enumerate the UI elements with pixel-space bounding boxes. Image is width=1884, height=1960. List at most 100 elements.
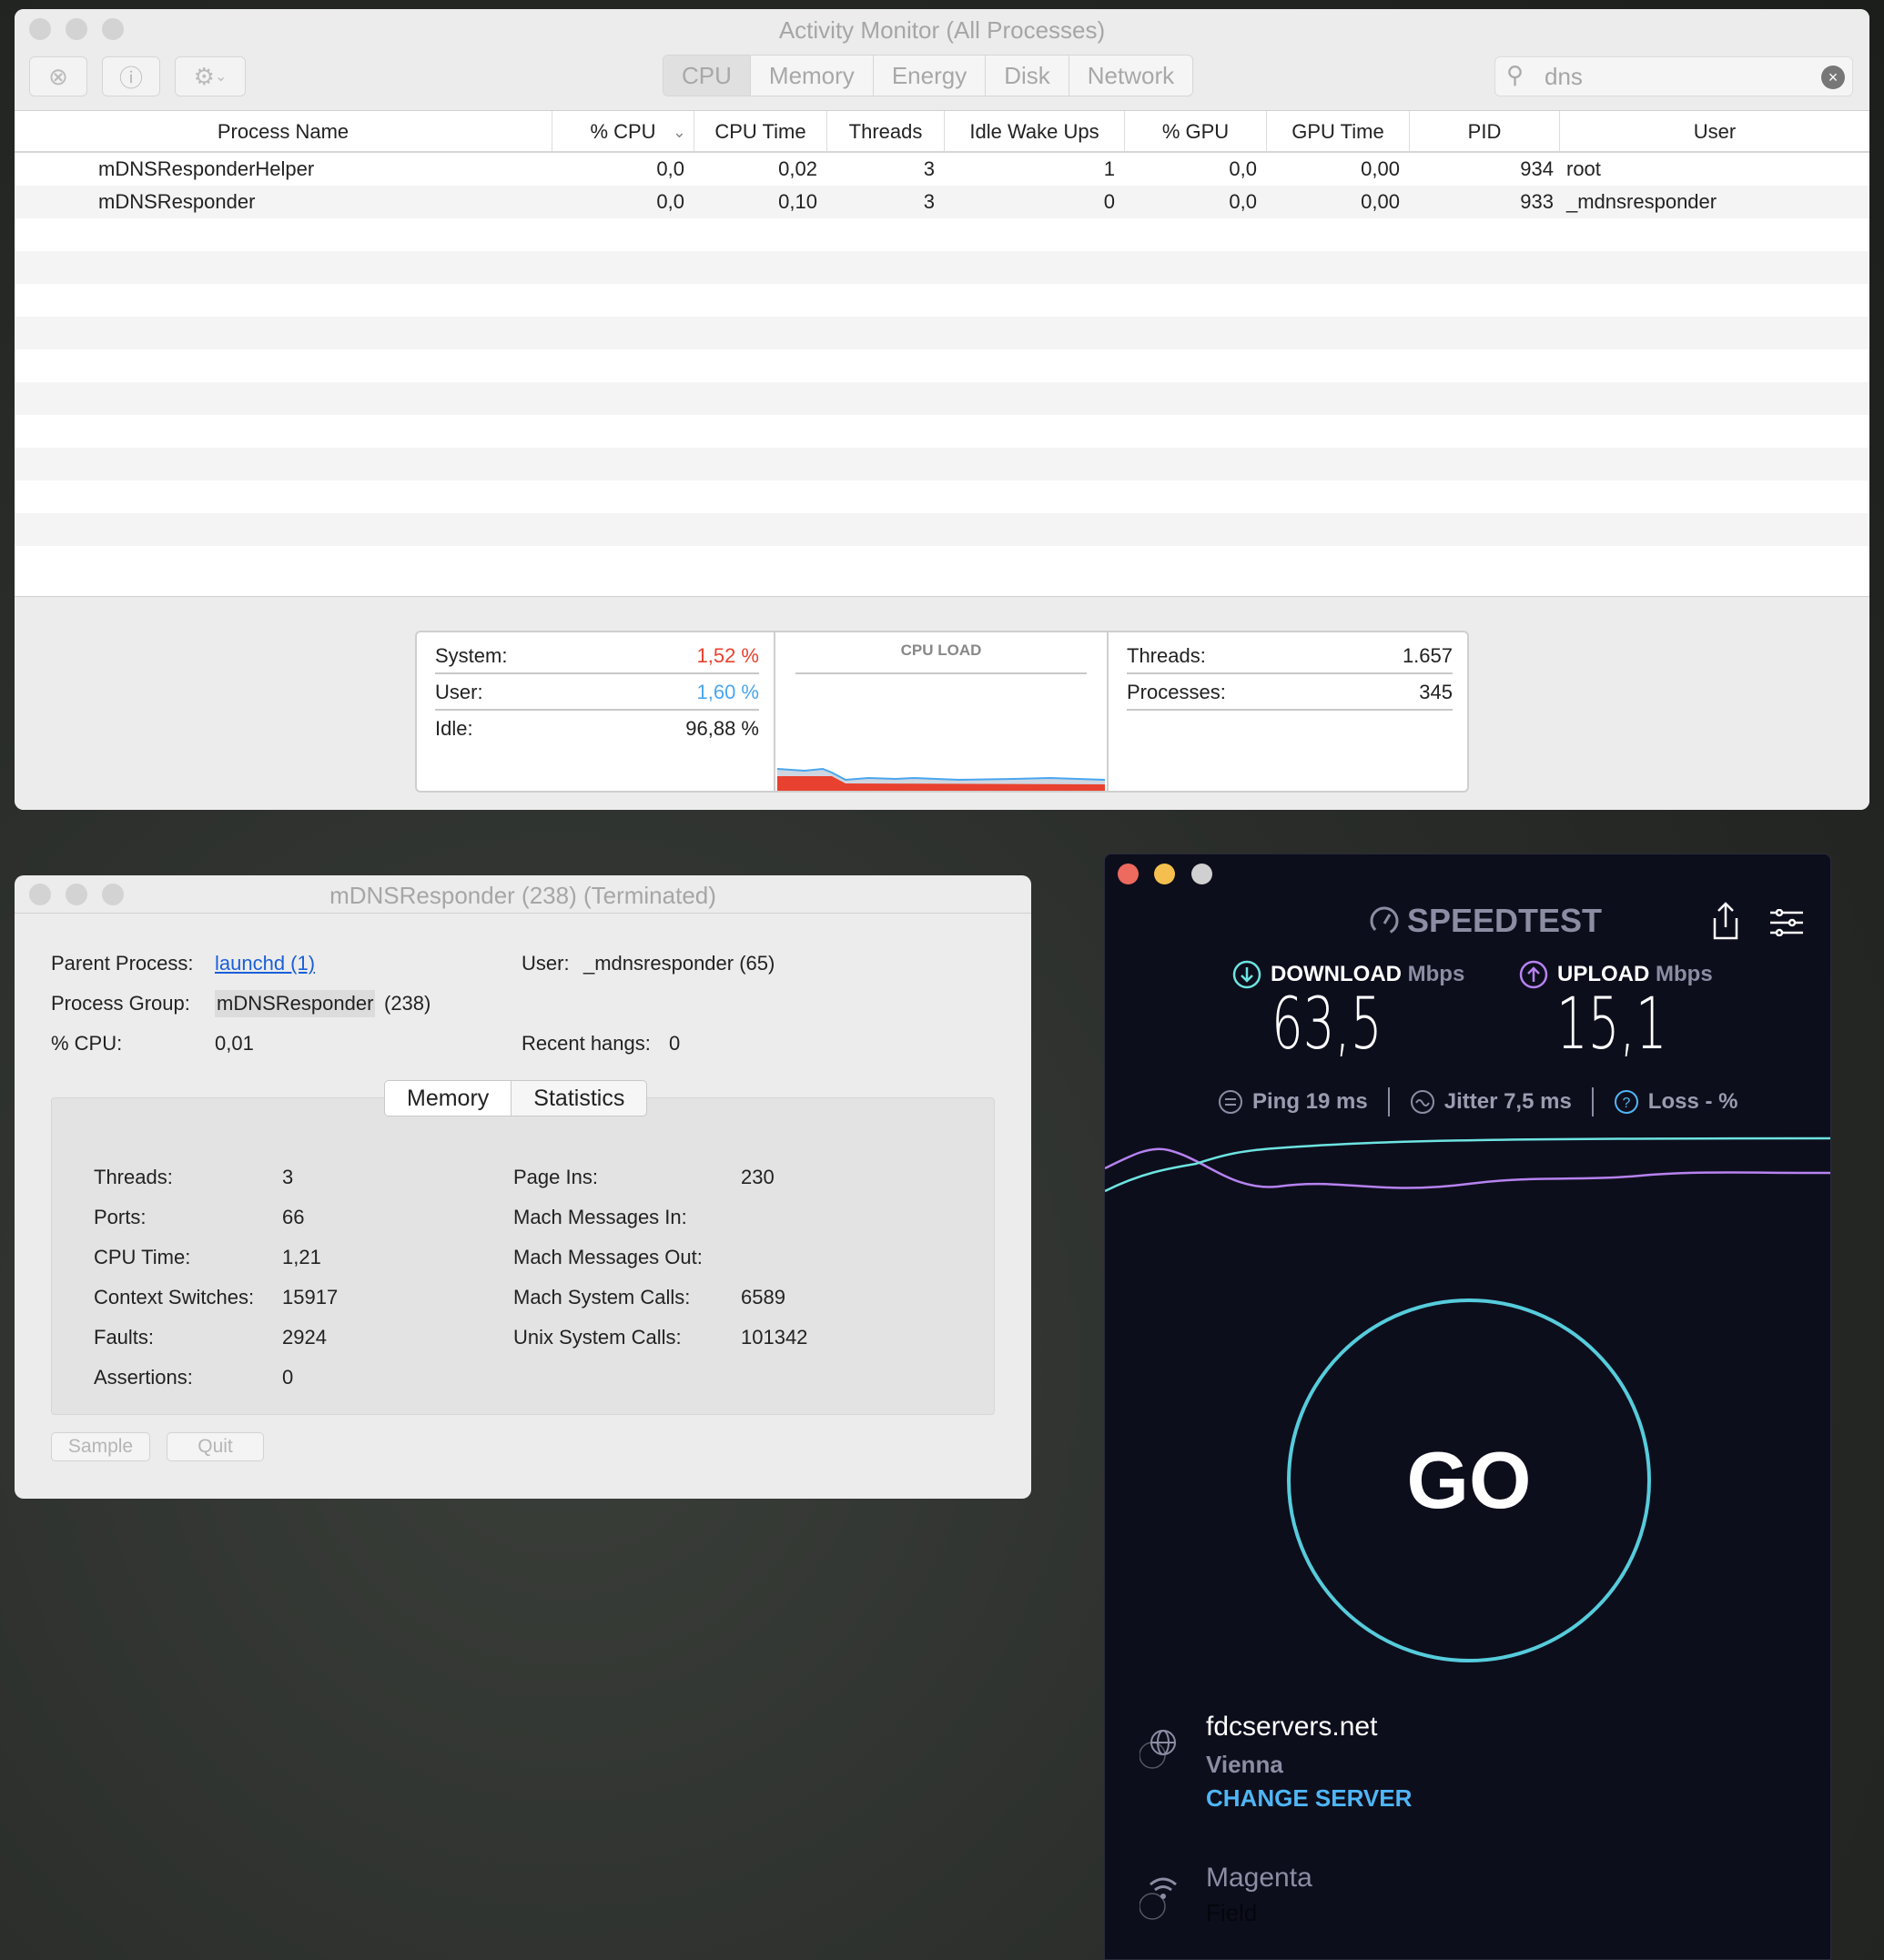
quit-button[interactable]: Quit [167,1432,264,1461]
column-user[interactable]: User [1559,111,1869,151]
zoom-window-button[interactable] [1191,864,1212,884]
column-pid[interactable]: PID [1409,111,1559,151]
empty-row [15,251,1869,284]
table-row[interactable]: mDNSResponderHelper 0,0 0,02 3 1 0,0 0,00 934 ro… [15,153,1869,186]
upload-label: UPLOAD [1557,962,1650,986]
cell-process-name: mDNSResponderHelper [98,157,315,180]
cell-gpu-time: 0,00 [1361,157,1400,180]
group-value: mDNSResponder [215,990,376,1017]
processes-label: Processes: [1127,681,1226,703]
download-label: DOWNLOAD [1271,962,1402,986]
view-tabs: CPU Memory Energy Disk Network [663,55,1194,96]
ping-icon [1219,1090,1242,1114]
column-threads[interactable]: Threads [826,111,944,151]
stat-value: 66 [282,1206,305,1228]
table-row[interactable]: mDNSResponder 0,0 0,10 3 0 0,0 0,00 933 _mdnsres… [15,186,1869,218]
cell-idle-wake-ups: 0 [1103,190,1115,213]
download-arrow-icon [1232,960,1261,989]
tab-memory[interactable]: Memory [385,1081,512,1116]
stat-value: 6589 [741,1286,785,1308]
download-header: DOWNLOAD Mbps [1232,960,1464,989]
empty-row [15,349,1869,382]
cpu-stats-box: System: 1,52 % User: 1,60 % Idle: 96,88 % C… [415,631,1469,793]
download-value: 63,5 [1271,984,1383,1066]
cell-cpu: 0,0 [656,157,684,180]
help-icon[interactable]: ? [1614,1089,1639,1115]
stop-process-button[interactable]: ⊗ [29,56,87,96]
user-value: _mdnsresponder (65) [583,952,775,975]
idle-label: Idle: [435,717,473,740]
column-cpu-label: % CPU [590,120,656,143]
inspect-button[interactable]: ⓘ [102,56,160,96]
tab-energy[interactable]: Energy [872,56,985,96]
close-window-button[interactable] [29,18,51,40]
column-gpu[interactable]: % GPU [1124,111,1266,151]
close-window-button[interactable] [29,884,51,905]
search-icon: ⚲ [1506,61,1524,88]
minimize-window-button[interactable] [66,884,87,905]
system-load-area [777,776,1105,791]
stat-value: 2924 [282,1326,327,1349]
svg-text:?: ? [1622,1096,1630,1111]
column-process-name[interactable]: Process Name [217,120,349,143]
stat-value: 230 [741,1166,775,1188]
hangs-label: Recent hangs: [522,1032,651,1055]
zoom-window-button[interactable] [102,18,124,40]
stat-value: 3 [282,1166,294,1188]
cell-pid: 933 [1520,190,1554,213]
cpu-summary-panel: System: 1,52 % User: 1,60 % Idle: 96,88 % C… [15,596,1869,810]
isp-subtitle: Field [1206,1899,1258,1926]
server-city: Vienna [1206,1751,1283,1778]
info-tabs: Memory Statistics [384,1080,648,1116]
speedtest-logo: SPEEDTEST [1369,902,1602,940]
upload-header: UPLOAD Mbps [1519,960,1713,989]
cell-process-name: mDNSResponder [98,190,256,213]
speedtest-window: SPEEDTEST DOWNLOAD Mbps 63,5 UPLOAD Mbps… [1104,854,1831,1960]
stat-value: 0 [282,1366,294,1389]
change-server-link[interactable]: CHANGE SERVER [1206,1784,1413,1812]
search-value: dns [1545,63,1583,90]
go-label: GO [1406,1435,1532,1525]
stat-label: Mach System Calls: [513,1286,691,1308]
sort-chevron-icon: ⌄ [672,123,686,141]
close-window-button[interactable] [1118,864,1139,884]
cell-cpu-time: 0,10 [778,190,817,213]
minimize-window-button[interactable] [66,18,87,40]
zoom-window-button[interactable] [102,884,124,905]
settings-sliders-icon[interactable] [1770,909,1803,936]
parent-process-link[interactable]: launchd (1) [215,952,316,975]
stat-value: 15917 [282,1286,339,1308]
clear-search-icon[interactable]: × [1821,66,1845,89]
processes-value: 345 [1419,681,1453,703]
minimize-window-button[interactable] [1154,864,1175,884]
stop-icon: ⊗ [48,62,68,90]
tab-network[interactable]: Network [1068,56,1192,96]
tab-disk[interactable]: Disk [985,56,1069,96]
cell-user: root [1566,157,1601,180]
group-suffix: (238) [384,992,431,1015]
column-cpu[interactable]: % CPU ⌄ [552,111,694,151]
empty-row [15,218,1869,251]
parent-label: Parent Process: [51,952,194,975]
gear-icon: ⚙ [193,62,215,90]
window-title: Activity Monitor (All Processes) [778,16,1106,44]
column-gpu-time[interactable]: GPU Time [1266,111,1409,151]
cpu-value: 0,01 [215,1032,254,1055]
tab-cpu[interactable]: CPU [663,56,750,96]
cell-gpu: 0,0 [1229,190,1257,213]
action-menu-button[interactable]: ⚙ ⌄ [175,56,246,96]
cell-threads: 3 [923,190,935,213]
go-button[interactable]: GO [1287,1298,1651,1662]
download-line [1105,1137,1830,1193]
tab-statistics[interactable]: Statistics [533,1086,625,1111]
statistics-panel: Threads: 3 Ports: 66 CPU Time: 1,21 Context Sw… [51,1097,995,1415]
jitter-value: Jitter 7,5 ms [1443,1089,1572,1114]
share-icon[interactable] [1712,902,1739,942]
column-cpu-time[interactable]: CPU Time [694,111,826,151]
search-input[interactable]: ⚲ dns × [1494,56,1853,96]
tab-memory[interactable]: Memory [749,56,873,96]
sample-button[interactable]: Sample [51,1432,150,1461]
cell-cpu: 0,0 [656,190,684,213]
cell-idle-wake-ups: 1 [1103,157,1115,180]
column-idle-wake-ups[interactable]: Idle Wake Ups [944,111,1124,151]
